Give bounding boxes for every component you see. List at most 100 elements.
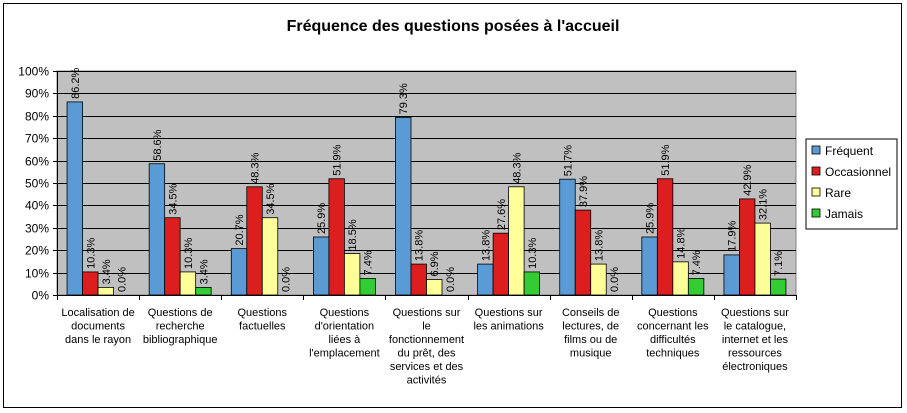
bar-jamais bbox=[195, 286, 212, 296]
y-tick-label: 40% bbox=[25, 199, 49, 213]
data-label: 10.3% bbox=[183, 238, 195, 269]
bar-fréquent bbox=[230, 248, 248, 296]
bar-fréquent bbox=[148, 163, 166, 296]
y-tick-label: 10% bbox=[25, 267, 49, 281]
data-label: 51.7% bbox=[562, 145, 574, 176]
legend-label: Occasionnel bbox=[825, 165, 891, 179]
data-label: 58.6% bbox=[152, 129, 164, 160]
bar-fréquent bbox=[641, 236, 658, 296]
bar-occasionnel bbox=[656, 178, 674, 296]
bar-occasionnel bbox=[246, 186, 263, 296]
bar-rare bbox=[508, 186, 525, 296]
y-tick-label: 0% bbox=[32, 289, 50, 303]
bar-occasionnel bbox=[574, 209, 592, 296]
data-label: 14.8% bbox=[676, 227, 688, 258]
data-label: 6.9% bbox=[429, 251, 441, 276]
data-label: 25.9% bbox=[645, 203, 657, 234]
legend-label: Rare bbox=[825, 186, 851, 200]
data-label: 10.3% bbox=[527, 238, 539, 269]
data-label: 0.0% bbox=[116, 267, 128, 292]
bar-fréquent bbox=[312, 236, 330, 296]
bar-jamais bbox=[687, 278, 705, 296]
data-label: 13.8% bbox=[593, 230, 605, 261]
legend-swatch bbox=[811, 166, 821, 176]
bar-fréquent bbox=[559, 178, 576, 296]
y-tick-label: 100% bbox=[18, 65, 49, 79]
x-category-label: Questions de recherche bibliographique bbox=[143, 307, 218, 346]
data-label: 37.9% bbox=[578, 176, 590, 207]
data-label: 34.5% bbox=[265, 183, 277, 214]
bar-occasionnel bbox=[82, 271, 99, 296]
bar-rare bbox=[343, 253, 361, 296]
legend-swatch bbox=[811, 208, 821, 218]
bar-occasionnel bbox=[739, 198, 756, 296]
data-label: 7.4% bbox=[363, 250, 375, 275]
y-tick-label: 80% bbox=[25, 110, 49, 124]
y-tick-label: 60% bbox=[25, 155, 49, 169]
legend-label: Fréquent bbox=[825, 144, 874, 158]
data-label: 7.1% bbox=[773, 251, 785, 276]
bar-rare bbox=[590, 263, 607, 296]
data-label: 0.0% bbox=[281, 267, 293, 292]
bar-occasionnel bbox=[492, 232, 510, 296]
data-label: 18.5% bbox=[347, 219, 359, 250]
y-tick-label: 90% bbox=[25, 87, 49, 101]
data-label: 79.3% bbox=[398, 83, 410, 114]
legend-swatch bbox=[811, 187, 821, 197]
bar-occasionnel bbox=[410, 263, 427, 296]
data-label: 48.3% bbox=[250, 152, 262, 183]
x-category-label: Questions d'orientation liées à l'emplaceme… bbox=[309, 307, 380, 360]
x-category-label: Localisation de documents dans le rayon bbox=[61, 307, 134, 346]
bar-fréquent bbox=[66, 101, 83, 296]
data-label: 42.9% bbox=[742, 164, 754, 195]
bar-occasionnel bbox=[164, 217, 181, 296]
legend-label: Jamais bbox=[825, 207, 863, 221]
x-category-label: Conseils de lectures, de films ou de musiqu… bbox=[562, 307, 619, 360]
legend-swatch bbox=[811, 145, 821, 155]
data-label: 27.6% bbox=[496, 199, 508, 230]
bar-jamais bbox=[359, 278, 376, 296]
bar-rare bbox=[97, 286, 114, 296]
y-tick-label: 70% bbox=[25, 132, 49, 146]
bar-rare bbox=[179, 271, 197, 296]
data-label: 34.5% bbox=[167, 183, 179, 214]
x-category-label: Questions sur le fonctionnement du prêt, de… bbox=[389, 307, 464, 387]
data-label: 32.1% bbox=[758, 189, 770, 220]
bar-rare bbox=[426, 279, 443, 296]
x-category-label: Questions factuelles bbox=[238, 307, 288, 333]
data-label: 25.9% bbox=[316, 203, 328, 234]
bar-jamais bbox=[523, 271, 541, 296]
bar-rare bbox=[261, 217, 279, 296]
bar-jamais bbox=[770, 278, 787, 296]
data-label: 13.8% bbox=[480, 230, 492, 261]
bar-rare bbox=[754, 222, 771, 296]
data-label: 3.4% bbox=[101, 259, 113, 284]
data-label: 20.7% bbox=[234, 214, 246, 245]
bar-fréquent bbox=[477, 263, 494, 296]
legend bbox=[805, 138, 898, 230]
y-tick-label: 30% bbox=[25, 222, 49, 236]
y-tick-label: 50% bbox=[25, 177, 49, 191]
data-label: 0.0% bbox=[445, 267, 457, 292]
x-category-label: Questions concernant les difficultés techni… bbox=[637, 307, 709, 360]
data-label: 48.3% bbox=[511, 152, 523, 183]
data-label: 3.4% bbox=[198, 259, 210, 284]
data-label: 86.2% bbox=[70, 68, 82, 99]
data-label: 51.9% bbox=[332, 144, 344, 175]
x-category-label: Questions sur les animations bbox=[473, 307, 544, 333]
bar-rare bbox=[672, 261, 689, 296]
chart-title: Fréquence des questions posées à l'accue… bbox=[287, 18, 620, 35]
data-label: 17.9% bbox=[727, 220, 739, 251]
y-tick-label: 20% bbox=[25, 244, 49, 258]
bar-fréquent bbox=[395, 116, 412, 296]
data-label: 10.3% bbox=[85, 238, 97, 269]
data-label: 51.9% bbox=[660, 144, 672, 175]
bar-fréquent bbox=[723, 254, 740, 296]
data-label: 7.4% bbox=[691, 250, 703, 275]
data-label: 0.0% bbox=[609, 267, 621, 292]
x-category-label: Questions sur le catalogue, internet et le… bbox=[721, 307, 789, 373]
bar-occasionnel bbox=[328, 178, 345, 296]
data-label: 13.8% bbox=[414, 230, 426, 261]
